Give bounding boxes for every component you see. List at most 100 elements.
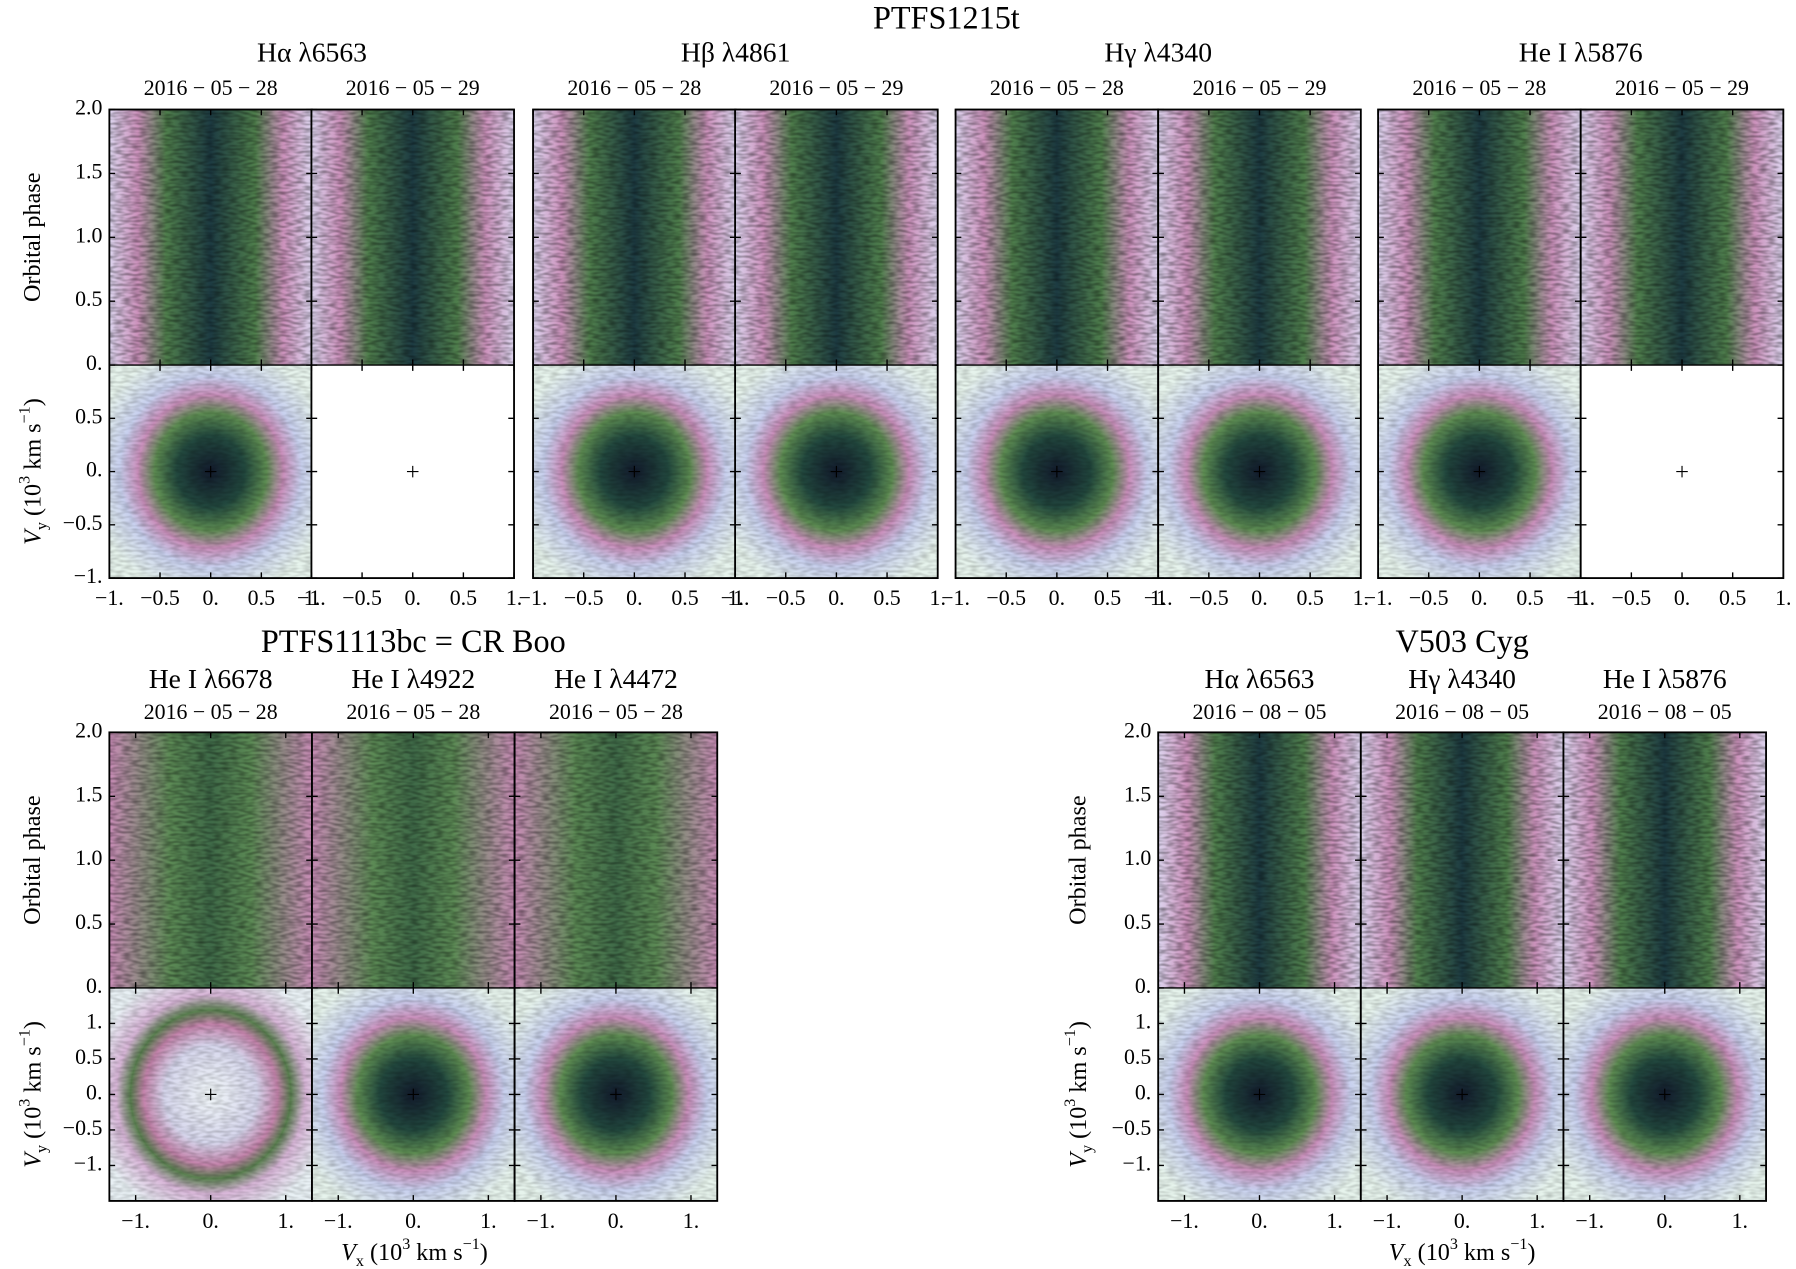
date-label: 2016 − 05 − 29 bbox=[769, 76, 903, 100]
date-label: 2016 − 05 − 29 bbox=[1615, 76, 1749, 100]
date-label: 2016 − 05 − 28 bbox=[990, 76, 1124, 100]
date-label: 2016 − 05 − 29 bbox=[346, 76, 480, 100]
axis-label-part: x bbox=[1404, 1253, 1412, 1269]
spectrum-noise bbox=[311, 109, 515, 366]
vy-tick-label: −1. bbox=[74, 1151, 103, 1175]
axis-label: Vx (103 km s−1) bbox=[341, 1236, 488, 1269]
x-tick-label: 0. bbox=[202, 1209, 218, 1233]
date-label: 2016 − 05 − 28 bbox=[549, 700, 683, 724]
axis-label-part: −1 bbox=[463, 1236, 480, 1253]
line-name: He I λ5876 bbox=[1519, 37, 1643, 68]
axis-label-part: ) bbox=[1527, 1238, 1535, 1265]
axis-label-part: km s bbox=[1458, 1238, 1510, 1265]
y-axis-label: Orbital phase bbox=[19, 795, 46, 924]
y-tick-label: 2.0 bbox=[75, 96, 102, 120]
center-cross bbox=[1051, 465, 1063, 478]
date-label: 2016 − 05 − 29 bbox=[1193, 76, 1327, 100]
axis-label-part: (10 bbox=[19, 1107, 46, 1145]
x-tick-label: −1. bbox=[1575, 1209, 1604, 1233]
y-tick-label: 1.0 bbox=[1124, 846, 1151, 870]
axis-label-part: (10 bbox=[364, 1238, 402, 1265]
axis-label-part: km s bbox=[1064, 1046, 1091, 1098]
axis-label: Vy (103 km s−1) bbox=[1062, 1021, 1096, 1168]
vy-tick-label: 0.5 bbox=[75, 404, 102, 428]
x-tick-label: 0. bbox=[202, 586, 218, 610]
spectrum-noise bbox=[1158, 732, 1361, 988]
vy-tick-label: 1. bbox=[86, 1009, 102, 1033]
x-tick-label: 0.5 bbox=[873, 586, 900, 610]
spectrum-noise bbox=[1580, 109, 1784, 366]
x-tick-label: −0.5 bbox=[342, 586, 382, 610]
axis-label-part: km s bbox=[19, 1046, 46, 1098]
axis-label-part: ) bbox=[1064, 1021, 1091, 1029]
spectrum-noise bbox=[1158, 109, 1361, 366]
date-label: 2016 − 08 − 05 bbox=[1395, 700, 1529, 724]
line-name: Hγ λ4340 bbox=[1408, 663, 1516, 694]
x-tick-label: 0.5 bbox=[1094, 586, 1121, 610]
x-tick-label: −1. bbox=[121, 1209, 150, 1233]
line-name: Hα λ6563 bbox=[257, 37, 367, 68]
axis-label-part: −1 bbox=[17, 406, 34, 423]
date-label: 2016 − 05 − 28 bbox=[1412, 76, 1546, 100]
x-tick-label: −0.5 bbox=[1409, 586, 1449, 610]
axis-label-part: y bbox=[1079, 1145, 1096, 1153]
x-tick-label: −0.5 bbox=[1189, 586, 1229, 610]
axis-label-part: 3 bbox=[17, 476, 34, 484]
vy-tick-label: 0. bbox=[86, 1080, 102, 1104]
line-name: He I λ4922 bbox=[351, 663, 475, 694]
group-title: PTFS1113bc = CR Boo bbox=[261, 623, 566, 659]
x-tick-label: 0. bbox=[1471, 586, 1487, 610]
axis-label-part: −1 bbox=[1062, 1029, 1079, 1046]
y-tick-label: 0.5 bbox=[1124, 910, 1151, 934]
center-cross bbox=[406, 465, 419, 478]
x-tick-label: 0.5 bbox=[1719, 586, 1746, 610]
x-tick-label: 1. bbox=[1150, 586, 1166, 610]
axis-label-part: V bbox=[1389, 1238, 1407, 1265]
vy-tick-label: −0.5 bbox=[1112, 1116, 1152, 1140]
axis-label: Vx (103 km s−1) bbox=[1389, 1236, 1536, 1269]
y-axis-label: Orbital phase bbox=[19, 173, 46, 302]
vy-tick-label: 0. bbox=[1135, 1080, 1151, 1104]
center-cross bbox=[204, 1088, 217, 1101]
spectrum-noise bbox=[533, 109, 736, 366]
center-cross bbox=[1456, 1088, 1468, 1101]
center-cross bbox=[1658, 1088, 1671, 1101]
x-tick-label: −1. bbox=[324, 1209, 353, 1233]
x-tick-label: 1. bbox=[727, 586, 743, 610]
x-tick-label: −1. bbox=[1373, 1209, 1402, 1233]
line-name: He I λ5876 bbox=[1603, 663, 1727, 694]
x-tick-label: −0.5 bbox=[140, 586, 180, 610]
center-cross bbox=[610, 1088, 622, 1101]
line-name: Hβ λ4861 bbox=[681, 37, 791, 68]
center-cross bbox=[407, 1088, 420, 1101]
x-tick-label: −0.5 bbox=[766, 586, 806, 610]
axis-label-part: ) bbox=[480, 1238, 488, 1265]
x-tick-label: 0.5 bbox=[248, 586, 275, 610]
x-tick-label: 1. bbox=[930, 586, 946, 610]
x-tick-label: 0. bbox=[1049, 586, 1065, 610]
spectrum-noise bbox=[1563, 732, 1767, 988]
line-name: He I λ4472 bbox=[554, 663, 678, 694]
axis-label-part: V bbox=[19, 1150, 46, 1168]
axis-label-part: (10 bbox=[19, 484, 46, 522]
x-tick-label: 0. bbox=[608, 1209, 624, 1233]
x-tick-label: 0.5 bbox=[450, 586, 477, 610]
center-cross bbox=[1473, 465, 1486, 478]
x-tick-label: −1. bbox=[95, 586, 124, 610]
x-tick-label: 0.5 bbox=[1296, 586, 1323, 610]
date-label: 2016 − 05 − 28 bbox=[144, 700, 278, 724]
line-name: He I λ6678 bbox=[149, 663, 273, 694]
x-tick-label: −1. bbox=[1364, 586, 1393, 610]
x-tick-label: 0.5 bbox=[1516, 586, 1543, 610]
y-tick-label: 2.0 bbox=[75, 718, 102, 742]
x-tick-label: −0.5 bbox=[1612, 586, 1652, 610]
x-tick-label: −1. bbox=[527, 1209, 556, 1233]
x-tick-label: 1. bbox=[1732, 1209, 1748, 1233]
vy-tick-label: −0.5 bbox=[63, 511, 103, 535]
center-cross bbox=[830, 465, 843, 478]
axis-label-part: V bbox=[341, 1238, 359, 1265]
y-tick-label: 0.5 bbox=[75, 287, 102, 311]
axis-label-part: −1 bbox=[17, 1029, 34, 1046]
vy-tick-label: 0.5 bbox=[1124, 1045, 1151, 1069]
